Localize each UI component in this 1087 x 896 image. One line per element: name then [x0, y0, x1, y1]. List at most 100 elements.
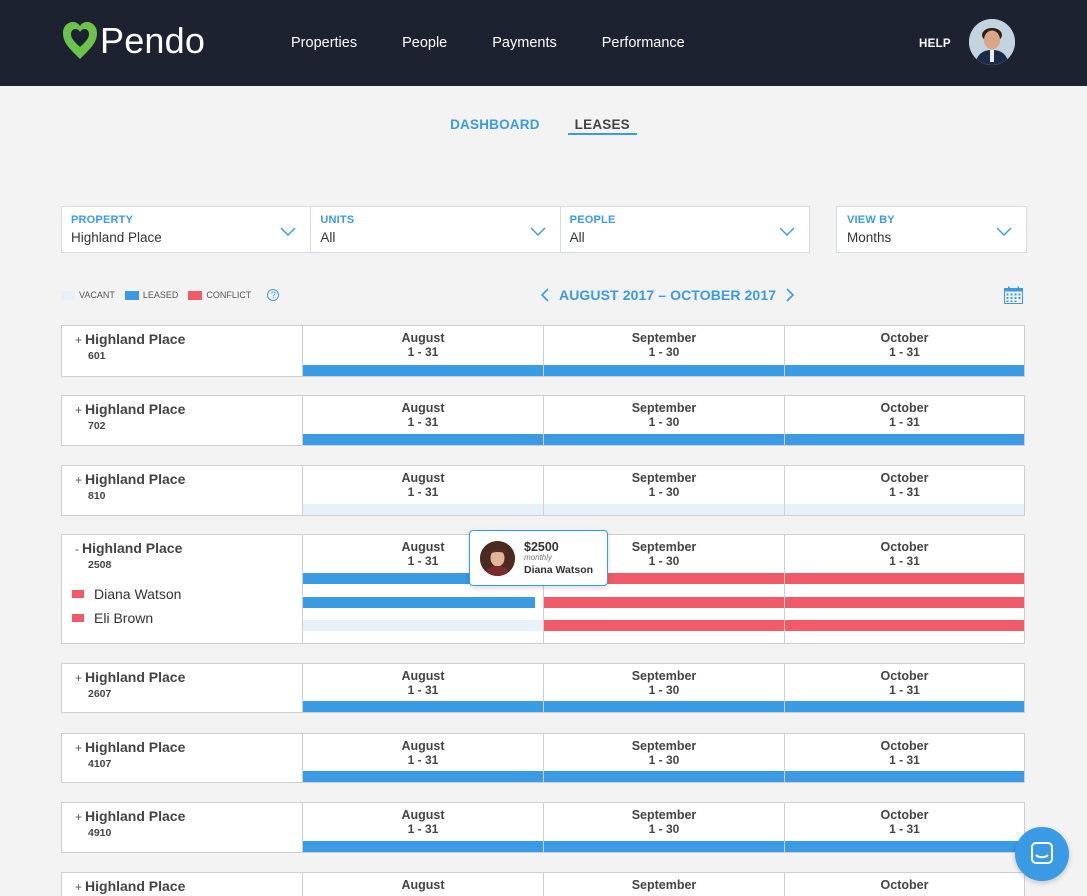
filter-bar: PROPERTY Highland Place UNITS All PEOPLE… [61, 206, 810, 253]
conflict-bar[interactable] [785, 620, 1024, 631]
tenant-eli-brown[interactable]: Eli Brown [72, 610, 153, 626]
lease-row: + Highland Place 601 August 1 - 31 Septem… [61, 325, 1025, 377]
month-cell-august: August 1 - 31 [303, 734, 544, 782]
leased-bar[interactable] [785, 841, 1024, 852]
conflict-bar[interactable] [785, 573, 1024, 584]
pendo-logo[interactable]: Pendo [62, 20, 205, 62]
units-filter[interactable]: UNITS All [311, 207, 561, 252]
unit-number: 702 [88, 420, 106, 432]
leased-bar[interactable] [303, 365, 543, 376]
month-range: 1 - 31 [407, 753, 439, 767]
leased-bar[interactable] [303, 771, 543, 782]
unit-cell[interactable]: - Highland Place 2508 [62, 535, 303, 643]
leased-bar[interactable] [544, 771, 784, 782]
month-name: October [880, 471, 929, 485]
leased-bar[interactable] [544, 365, 784, 376]
nav-performance[interactable]: Performance [601, 35, 685, 51]
vacant-swatch [61, 290, 75, 300]
date-range-navigator: AUGUST 2017 – OCTOBER 2017 [540, 287, 795, 303]
unit-cell[interactable]: + Highland Place [62, 873, 303, 896]
unit-cell[interactable]: + Highland Place 4910 [62, 803, 303, 852]
people-filter[interactable]: PEOPLE All [561, 207, 809, 252]
month-name: September [631, 401, 697, 415]
leased-bar[interactable] [303, 841, 543, 852]
units-filter-label: UNITS [320, 214, 355, 226]
leased-bar[interactable] [785, 434, 1024, 445]
lease-row: + Highland Place 2607 August 1 - 31 Septe… [61, 663, 1025, 713]
conflict-bar[interactable] [544, 620, 784, 631]
leased-bar[interactable] [303, 434, 543, 445]
unit-cell[interactable]: + Highland Place 601 [62, 326, 303, 376]
expand-toggle[interactable]: + [75, 880, 83, 894]
leased-bar[interactable] [544, 701, 784, 712]
people-filter-value: All [569, 230, 585, 245]
conflict-swatch [188, 290, 203, 300]
leased-bar[interactable] [303, 573, 543, 584]
expand-toggle[interactable]: + [75, 333, 83, 347]
conflict-bar[interactable] [544, 597, 784, 608]
chevron-right-icon[interactable] [786, 288, 795, 302]
chevron-left-icon[interactable] [540, 288, 549, 302]
vacant-bar[interactable] [785, 504, 1024, 515]
leased-bar[interactable] [785, 701, 1024, 712]
expand-toggle[interactable]: + [75, 473, 83, 487]
nav-people[interactable]: People [402, 35, 448, 51]
nav-properties[interactable]: Properties [291, 35, 358, 51]
collapse-toggle[interactable]: - [75, 542, 79, 556]
main-nav: Properties People Payments Performance [291, 35, 730, 51]
leased-bar[interactable] [303, 701, 543, 712]
help-icon[interactable]: ? [267, 289, 280, 301]
top-navigation-bar: Pendo Properties People Payments Perform… [0, 0, 1087, 86]
month-range: 1 - 31 [889, 822, 920, 836]
tab-leases[interactable]: LEASES [567, 117, 637, 135]
unit-number: 4910 [88, 827, 112, 839]
leased-bar[interactable] [544, 434, 784, 445]
rent-frequency: monthly [524, 553, 553, 562]
calendar-icon[interactable] [1004, 286, 1023, 304]
view-by-label: VIEW BY [847, 214, 895, 226]
property-name: Highland Place [85, 401, 186, 417]
vacant-bar[interactable] [303, 620, 543, 631]
rent-amount: $2500 [524, 540, 559, 554]
month-name: October [880, 878, 929, 892]
unit-cell[interactable]: + Highland Place 810 [62, 466, 303, 515]
month-range: 1 - 30 [648, 753, 680, 767]
unit-cell[interactable]: + Highland Place 2607 [62, 664, 303, 712]
conflict-bar[interactable] [785, 597, 1024, 608]
unit-cell[interactable]: + Highland Place 4107 [62, 734, 303, 782]
month-name: September [631, 808, 697, 822]
user-avatar[interactable] [969, 19, 1015, 65]
month-cell-september: September 1 - 30 [544, 466, 785, 515]
view-by-filter[interactable]: VIEW BY Months [836, 206, 1027, 253]
expand-toggle[interactable]: + [75, 671, 83, 685]
expand-toggle[interactable]: + [75, 403, 83, 417]
leased-bar[interactable] [785, 771, 1024, 782]
month-name: September [631, 878, 697, 892]
month-range: 1 - 30 [648, 683, 680, 697]
month-range: 1 - 31 [889, 683, 920, 697]
conflict-bar[interactable] [544, 573, 784, 584]
unit-cell[interactable]: + Highland Place 702 [62, 396, 303, 445]
lease-row-expanded: - Highland Place 2508 Diana Watson Eli Br… [61, 534, 1025, 644]
expand-toggle[interactable]: + [75, 741, 83, 755]
chat-launcher-button[interactable] [1015, 827, 1069, 881]
month-cell-october: October [785, 873, 1024, 896]
help-link[interactable]: HELP [919, 38, 951, 50]
month-range: 1 - 30 [648, 822, 680, 836]
property-filter[interactable]: PROPERTY Highland Place [62, 207, 312, 252]
vacant-bar[interactable] [544, 504, 784, 515]
unit-number: 2508 [88, 559, 112, 571]
leased-bar[interactable] [303, 597, 535, 608]
vacant-bar[interactable] [303, 504, 543, 515]
legend-leased-label: LEASED [142, 290, 179, 300]
tenant-diana-watson[interactable]: Diana Watson [72, 586, 181, 602]
property-name: Highland Place [85, 739, 186, 755]
tab-dashboard[interactable]: DASHBOARD [450, 117, 540, 132]
month-range: 1 - 31 [407, 822, 439, 836]
month-name: October [880, 739, 929, 753]
leased-bar[interactable] [785, 365, 1024, 376]
leased-bar[interactable] [544, 841, 784, 852]
nav-payments[interactable]: Payments [492, 35, 557, 51]
unit-number: 810 [88, 490, 106, 502]
expand-toggle[interactable]: + [75, 810, 83, 824]
